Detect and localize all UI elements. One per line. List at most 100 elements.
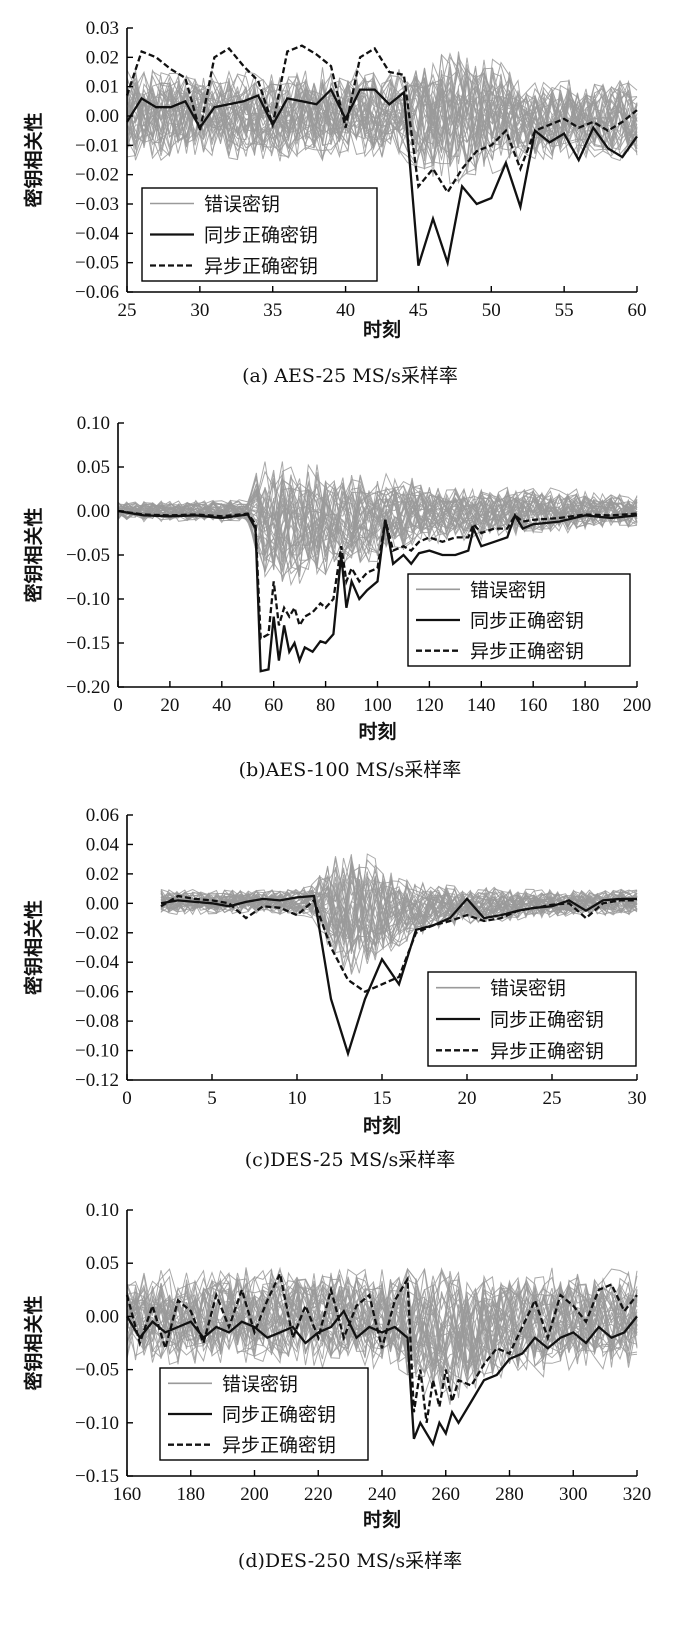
wrong-key-trace [126,1285,638,1376]
y-tick-label: 0.06 [86,805,119,826]
legend-label: 错误密钥 [204,194,280,216]
x-tick-label: 0 [122,1088,132,1109]
wrong-key-trace [126,1271,638,1372]
wrong-key-trace [126,1274,638,1362]
wrong-key-trace [117,478,638,570]
x-tick-label: 320 [623,1484,652,1505]
x-tick-label: 40 [336,300,355,321]
y-tick-label: 0.03 [86,18,119,39]
y-tick-label: 0.00 [86,893,119,914]
wrong-key-trace [126,1287,638,1376]
x-tick-label: 20 [458,1088,477,1109]
y-tick-label: −0.04 [75,223,119,244]
x-axis-label: 时刻 [363,1508,401,1531]
x-tick-label: 260 [432,1484,461,1505]
legend-label: 异步正确密钥 [490,1040,604,1062]
wrong-key-trace [126,83,638,167]
sync-correct-key-line [117,509,638,673]
y-tick-label: −0.10 [75,1041,119,1062]
y-tick-label: 0.02 [86,864,119,885]
x-axis-label: 时刻 [363,318,401,341]
async-correct-key-line [125,44,638,195]
y-axis-label: 密钥相关性 [22,507,45,602]
y-tick-label: −0.12 [75,1070,119,1091]
sync-correct-key-line [126,87,638,268]
chart-panel-4: −0.15 −0.10 −0.05 0.00 0.05 0.10 160 180 200 220 2… [22,1200,651,1572]
y-tick-label: 0.00 [86,1306,119,1327]
y-tick-label: −0.02 [75,165,119,186]
x-tick-label: 50 [482,300,501,321]
wrong-key-trace [117,480,638,568]
wrong-key-trace [160,865,638,947]
chart-panel-3: −0.12 −0.10 −0.08 −0.06 −0.04 −0.02 0.00 0.02 0.… [22,805,647,1171]
y-tick-label: −0.20 [66,677,110,698]
chart-panel-2: −0.20 −0.15 −0.10 −0.05 0.00 0.05 0.10 0 20 40 60 8… [22,413,651,781]
x-tick-label: 0 [113,695,123,716]
y-tick-label: 0.02 [86,47,119,68]
wrong-key-trace [160,866,638,935]
x-tick-label: 160 [113,1484,142,1505]
y-tick-label: −0.01 [75,135,119,156]
x-tick-label: 15 [373,1088,392,1109]
y-tick-label: 0.00 [77,501,110,522]
y-tick-label: 0.05 [86,1253,119,1274]
wrong-key-trace [160,857,638,942]
legend-label: 异步正确密钥 [222,1435,336,1457]
x-tick-label: 10 [288,1088,307,1109]
y-tick-label: −0.03 [75,194,119,215]
y-tick-label: −0.06 [75,982,119,1003]
y-tick-label: −0.04 [75,952,119,973]
wrong-key-trace [126,70,638,165]
x-tick-label: 200 [240,1484,269,1505]
wrong-key-trace [126,77,638,164]
x-tick-label: 180 [571,695,600,716]
y-tick-label: 0.05 [77,457,110,478]
wrong-key-trace [160,864,638,926]
legend-label: 错误密钥 [490,978,566,1000]
legend-label: 同步正确密钥 [204,225,318,247]
y-tick-label: 0.04 [86,834,120,855]
x-tick-label: 45 [409,300,428,321]
legend-label: 同步正确密钥 [222,1404,336,1426]
y-tick-label: 0.00 [86,106,119,127]
x-tick-label: 200 [623,695,652,716]
wrong-key-trace [126,56,638,154]
x-tick-label: 180 [177,1484,206,1505]
sync-correct-key-line [126,1308,638,1447]
x-tick-label: 300 [559,1484,588,1505]
y-axis-label: 密钥相关性 [22,1295,45,1390]
x-tick-label: 280 [495,1484,524,1505]
chart-caption: (d)DES-250 MS/s采样率 [238,1550,462,1572]
wrong-key-trace [126,70,638,166]
x-tick-label: 100 [363,695,392,716]
y-tick-label: −0.05 [75,253,119,274]
legend-label: 异步正确密钥 [204,256,318,278]
legend-label: 同步正确密钥 [470,610,584,632]
x-tick-label: 30 [190,300,209,321]
y-axis-label: 密钥相关性 [22,900,45,995]
chart-panel-1: −0.06 −0.05 −0.04 −0.03 −0.02 −0.01 0.00 0.01 0.… [22,18,647,387]
x-tick-label: 60 [264,695,283,716]
y-tick-label: −0.15 [75,1466,119,1487]
y-tick-label: −0.08 [75,1011,119,1032]
x-tick-label: 35 [263,300,282,321]
async-correct-key-line [160,894,637,994]
wrong-key-trace [160,875,638,943]
legend-label: 错误密钥 [222,1373,298,1395]
y-axis-label: 密钥相关性 [22,112,45,207]
wrong-key-trace [160,870,638,959]
async-correct-key-line [125,1270,638,1423]
x-tick-label: 25 [118,300,137,321]
wrong-key-trace [126,51,638,149]
y-tick-label: −0.05 [66,545,110,566]
chart-caption: (c)DES-25 MS/s采样率 [245,1149,456,1171]
wrong-key-traces [160,853,638,975]
legend-label: 同步正确密钥 [490,1009,604,1031]
x-tick-label: 30 [628,1088,647,1109]
x-tick-label: 160 [519,695,548,716]
x-axis-label: 时刻 [358,720,396,743]
x-axis-label: 时刻 [363,1114,401,1137]
x-tick-label: 40 [212,695,231,716]
wrong-key-trace [126,73,638,168]
